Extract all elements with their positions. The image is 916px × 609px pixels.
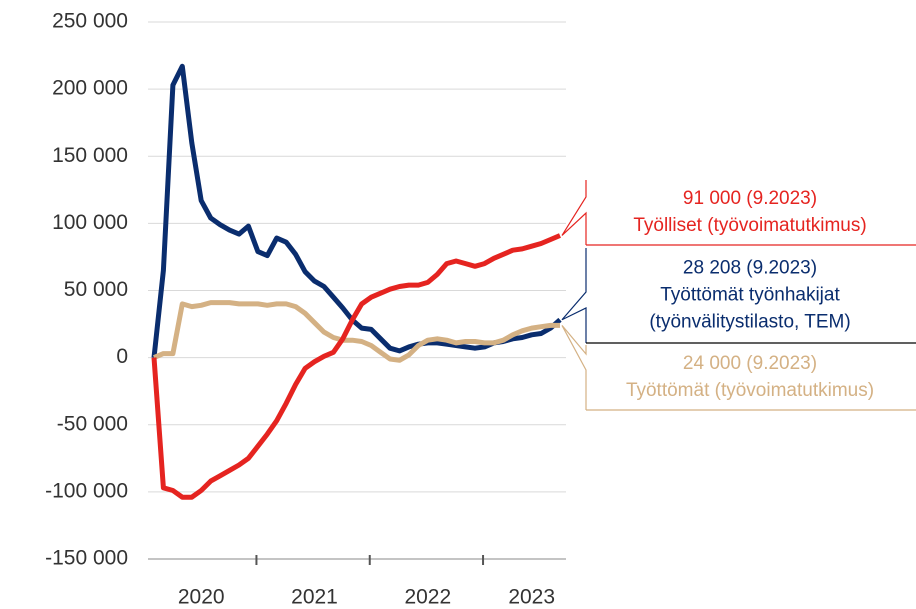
y-tick-label: 200 000	[52, 77, 128, 100]
callout: 24 000 (9.2023) Työttömät (työvoimatutkim…	[561, 325, 916, 411]
legend-label: Työttömät työnhakijat	[660, 285, 840, 306]
callout-border	[561, 180, 587, 245]
callout-border	[561, 248, 587, 343]
y-tick-label: 0	[116, 345, 128, 368]
x-tick-label: 2020	[178, 586, 225, 609]
y-tick-label: 150 000	[52, 144, 128, 167]
callout-value: 24 000 (9.2023)	[683, 353, 817, 374]
callout-value: 91 000 (9.2023)	[683, 188, 817, 209]
y-tick-label: -150 000	[45, 547, 128, 570]
callout-value: 28 208 (9.2023)	[683, 258, 817, 279]
x-tick-label: 2022	[404, 586, 451, 609]
y-tick-label: -100 000	[45, 479, 128, 502]
callout-border	[561, 325, 587, 410]
legend-label: Työlliset (työvoimatutkimus)	[633, 215, 866, 236]
legend-label: (työnvälitystilasto, TEM)	[649, 312, 850, 333]
x-tick-label: 2023	[508, 586, 555, 609]
callout: 28 208 (9.2023) Työttömät työnhakijat (työ…	[561, 248, 916, 344]
y-tick-label: -50 000	[57, 412, 128, 435]
y-tick-label: 100 000	[52, 211, 128, 234]
x-tick-label: 2021	[291, 586, 338, 609]
callout: 91 000 (9.2023) Työlliset (työvoimatutkim…	[561, 180, 916, 246]
series-line	[151, 233, 561, 500]
legend-label: Työttömät (työvoimatutkimus)	[626, 380, 874, 401]
series-line	[153, 300, 560, 363]
y-tick-label: 250 000	[52, 10, 128, 33]
y-tick-label: 50 000	[64, 278, 128, 301]
